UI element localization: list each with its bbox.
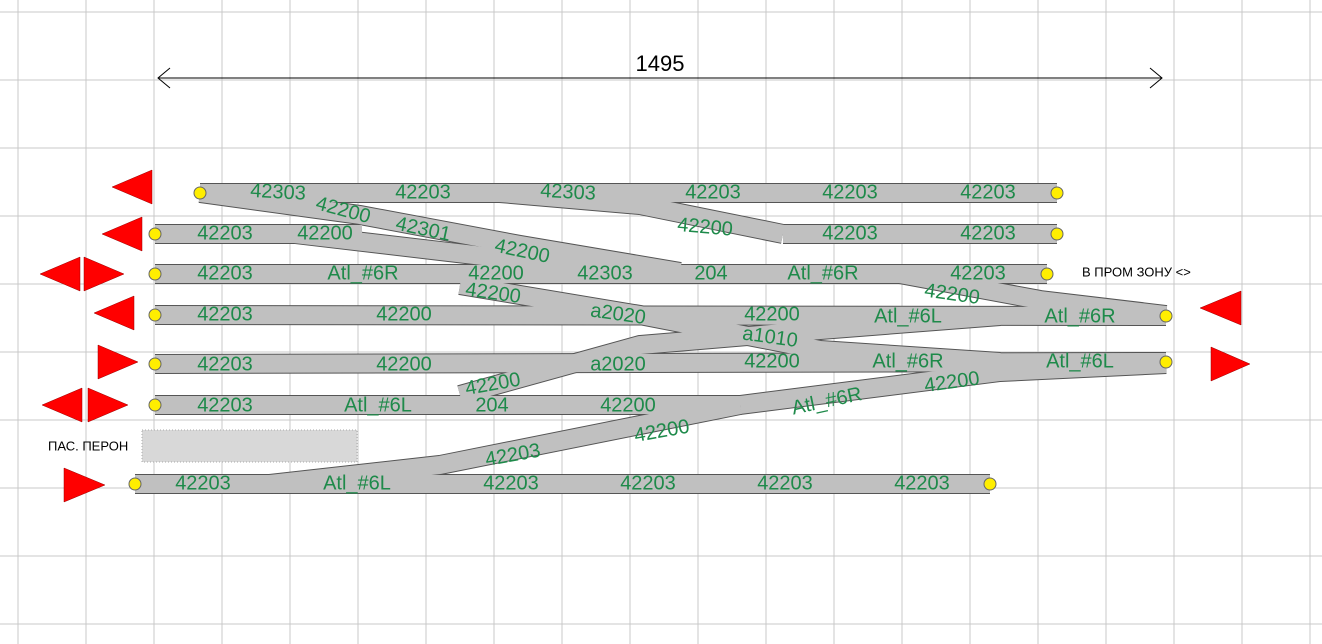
signal-flag: [1199, 290, 1242, 326]
track: [269, 396, 742, 493]
track-label: a2020: [590, 353, 646, 375]
track-end: [1159, 355, 1173, 369]
track-end: [128, 477, 142, 491]
track-label: 42203: [950, 262, 1006, 284]
track-label: Atl_#6R: [1044, 305, 1115, 327]
track-label: 42203: [175, 472, 231, 494]
track-label: 42200: [376, 303, 432, 325]
track-end: [148, 267, 162, 281]
track-label: 42203: [822, 181, 878, 203]
track-label: Atl_#6L: [1046, 350, 1114, 372]
track-label: Atl_#6R: [327, 262, 398, 284]
zone-label: В ПРОМ ЗОНУ <>: [1082, 264, 1191, 279]
signal-flag: [83, 256, 125, 292]
track-end: [1159, 309, 1173, 323]
track-label: 42203: [483, 472, 539, 494]
track-label: 42203: [197, 394, 253, 416]
track-label: 42203: [197, 262, 253, 284]
track-label: 42203: [484, 440, 543, 471]
signal-flag: [39, 256, 81, 292]
track-label: Atl_#6L: [344, 394, 412, 416]
track-end: [193, 186, 207, 200]
signal-flag: [63, 467, 106, 503]
dimension: 1495: [157, 51, 1163, 89]
platform-label: ПАС. ПЕРОН: [48, 438, 128, 453]
track-label: 42200: [676, 214, 733, 241]
track-label: 42203: [620, 472, 676, 494]
signal-flag: [41, 387, 83, 423]
track-label: 204: [694, 262, 727, 284]
track: [457, 307, 1001, 404]
tracks: [39, 169, 1251, 503]
track-label: 42303: [250, 180, 307, 205]
track-label: 42200: [744, 350, 800, 372]
track-label: 42203: [894, 472, 950, 494]
track-label: 42303: [540, 180, 597, 205]
track-end: [1050, 227, 1064, 241]
track-label: Atl_#6R: [787, 262, 858, 284]
track-end: [148, 227, 162, 241]
track: [293, 225, 681, 283]
track-label: 42200: [744, 303, 800, 325]
track: [898, 265, 1168, 324]
signal-flag: [93, 295, 135, 331]
track: [738, 355, 1167, 414]
track-label: 42200: [376, 353, 432, 375]
track-label: 42203: [757, 472, 813, 494]
track-label: Atl_#6L: [874, 305, 942, 327]
track-end: [983, 477, 997, 491]
signal-flag: [97, 344, 139, 380]
track-label: Atl_#6R: [872, 350, 943, 372]
track-end: [148, 357, 162, 371]
track-label: 42203: [197, 222, 253, 244]
track-label: 42203: [822, 222, 878, 244]
track-label: 204: [475, 394, 508, 416]
track-label: 42303: [577, 262, 633, 284]
track-label: 42203: [395, 181, 451, 203]
signal-flag: [111, 169, 153, 205]
track-label: 42203: [960, 181, 1016, 203]
signal-flag: [87, 387, 129, 423]
track-label: 42200: [600, 394, 656, 416]
track-label: 42203: [197, 303, 253, 325]
signal-flag: [1210, 346, 1251, 382]
track-label: 42203: [197, 353, 253, 375]
track-label: Atl_#6L: [323, 472, 391, 494]
track-label: 42200: [297, 222, 353, 244]
track-label: 42203: [685, 181, 741, 203]
track: [499, 184, 785, 243]
track-end: [148, 308, 162, 322]
track-end: [1050, 186, 1064, 200]
dimension-label: 1495: [636, 51, 685, 76]
track-label: 42200: [468, 262, 524, 284]
track-end: [148, 398, 162, 412]
signal-flag: [101, 216, 143, 252]
track-end: [1040, 267, 1054, 281]
platform: [141, 429, 358, 463]
track-label: 42203: [960, 222, 1016, 244]
